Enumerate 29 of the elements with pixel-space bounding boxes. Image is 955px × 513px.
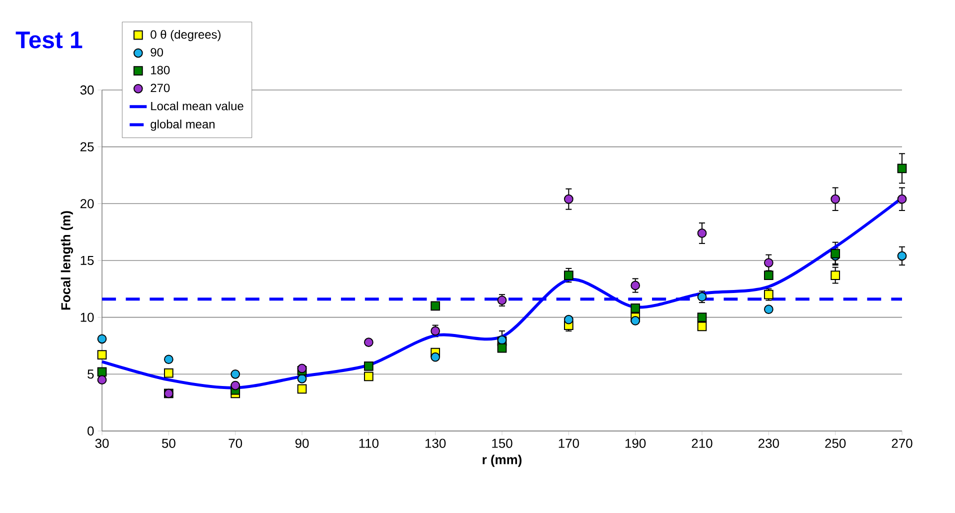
y-tick-label: 25 — [80, 142, 94, 152]
x-tick-label: 130 — [426, 438, 446, 448]
y-tick-label: 30 — [80, 85, 94, 95]
y-tick-label: 15 — [80, 256, 94, 266]
chart-title: Test 1 — [16, 32, 82, 48]
x-tick-label: 30 — [95, 438, 109, 448]
x-tick-label: 190 — [626, 438, 646, 448]
x-axis-title: r (mm) — [482, 454, 522, 467]
x-tick-label: 210 — [692, 438, 712, 448]
y-tick-label: 10 — [80, 312, 94, 322]
legend-label: Local mean value — [151, 102, 244, 110]
x-tick-label: 230 — [758, 438, 779, 448]
legend-label: 180 — [151, 66, 170, 74]
x-tick-label: 90 — [295, 438, 309, 448]
legend-label: global mean — [150, 120, 215, 131]
x-tick-label: 150 — [492, 438, 512, 448]
y-tick-label: 0 — [88, 426, 94, 436]
legend-label: 0 θ (degrees) — [150, 30, 221, 42]
x-tick-label: 50 — [162, 438, 176, 448]
x-tick-label: 170 — [558, 438, 579, 448]
x-tick-label: 270 — [892, 438, 912, 448]
x-tick-label: 110 — [359, 438, 378, 448]
legend-label: 270 — [150, 84, 170, 92]
legend-label: 90 — [150, 48, 164, 57]
y-tick-label: 20 — [80, 199, 94, 208]
y-axis-title: Focal length (m) — [60, 211, 73, 310]
x-tick-label: 70 — [228, 438, 242, 448]
y-tick-label: 5 — [88, 370, 94, 379]
x-tick-label: 250 — [825, 438, 846, 448]
